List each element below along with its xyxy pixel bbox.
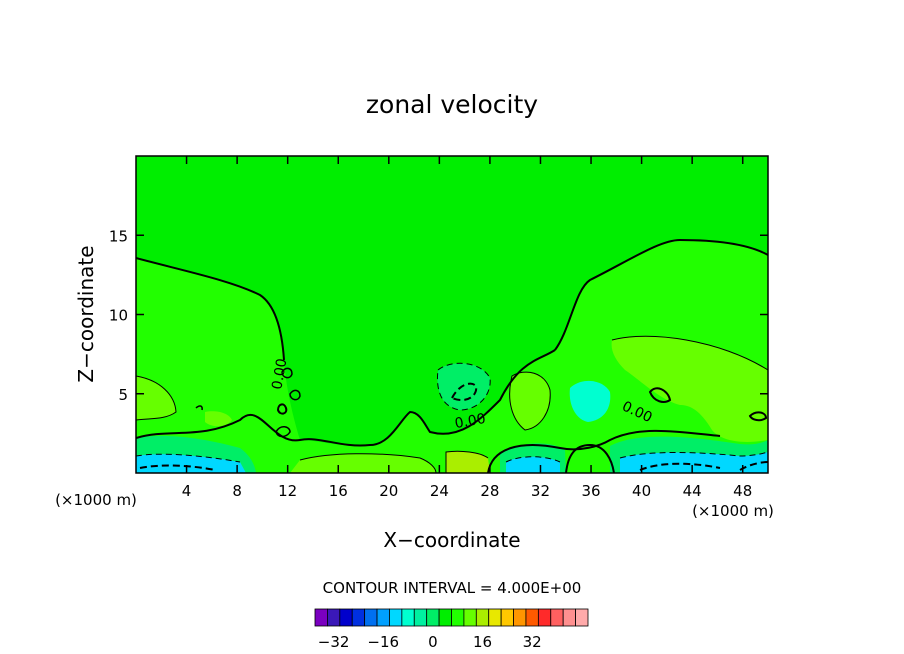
colorbar-swatch bbox=[376, 608, 390, 627]
contour-zero-loop-small bbox=[276, 403, 288, 415]
chart-title: zonal velocity bbox=[366, 90, 538, 119]
x-tick-label: 28 bbox=[480, 482, 499, 500]
contour-zero-eddy bbox=[565, 443, 615, 473]
contour-zero-right bbox=[554, 238, 768, 351]
contour-positive-bottom bbox=[299, 453, 437, 473]
colorbar-swatch bbox=[488, 608, 502, 627]
x-tick-label: 8 bbox=[232, 482, 242, 500]
colorbar-swatch bbox=[562, 608, 576, 627]
colorbar-swatch bbox=[401, 608, 415, 627]
colorbar-swatch bbox=[389, 608, 403, 627]
colorbar-swatch bbox=[550, 608, 564, 627]
contour-negative-left bbox=[136, 453, 241, 463]
colorbar: −32 −16 0 16 32 bbox=[314, 608, 589, 651]
region-negative-bottom-right-deep bbox=[620, 452, 768, 473]
region-negative-eddy2 bbox=[569, 380, 611, 422]
y-tick-label: 10 bbox=[109, 307, 128, 325]
colorbar-swatch bbox=[537, 608, 552, 627]
region-positive-main bbox=[136, 240, 768, 473]
contour-label: 0.00 bbox=[454, 411, 487, 432]
contour-negative-eddy1 bbox=[436, 362, 491, 411]
x-tick-label: 36 bbox=[581, 482, 600, 500]
contour-positive-center bbox=[509, 371, 551, 431]
x-units-left: (×1000 m) bbox=[55, 491, 137, 509]
region-positive-right bbox=[611, 336, 768, 442]
x-tick-label: 20 bbox=[379, 482, 398, 500]
x-axis-label: X−coordinate bbox=[383, 528, 520, 552]
region-positive-bottom-left bbox=[290, 453, 436, 473]
y-axis: 5 10 15 bbox=[109, 227, 768, 404]
contour-negative-mid bbox=[505, 456, 561, 463]
y-tick-label: 5 bbox=[118, 386, 128, 404]
contour-zero-loop-far-right bbox=[748, 411, 768, 422]
contour-zero-main bbox=[136, 257, 285, 361]
x-axis: 4 8 12 16 20 24 28 32 36 40 44 48 bbox=[182, 156, 752, 500]
colorbar-swatch bbox=[575, 608, 589, 627]
contour-positive-left bbox=[136, 375, 177, 421]
colorbar-swatch bbox=[451, 608, 465, 627]
x-tick-label: 40 bbox=[632, 482, 651, 500]
x-tick-label: 12 bbox=[278, 482, 297, 500]
region-positive-bottom-mid bbox=[446, 451, 490, 473]
y-axis-label: Z−coordinate bbox=[74, 245, 98, 382]
colorbar-swatch bbox=[364, 608, 378, 627]
contour-negative-right bbox=[619, 451, 768, 459]
contour-positive-right bbox=[611, 335, 768, 371]
contour-interval-text: CONTOUR INTERVAL = 4.000E+00 bbox=[323, 579, 582, 597]
x-tick-label: 16 bbox=[329, 482, 348, 500]
colorbar-tick-label: −16 bbox=[367, 633, 399, 651]
colorbar-swatch bbox=[500, 608, 514, 627]
plot-area bbox=[136, 156, 768, 473]
region-negative-bottom-mid-deep bbox=[506, 456, 560, 473]
colorbar-swatch bbox=[525, 608, 539, 627]
colorbar-swatch bbox=[351, 608, 366, 627]
colorbar-swatch bbox=[463, 608, 477, 627]
contour-small-eddies bbox=[195, 367, 301, 438]
contour-label-group: 0.000.00 0.00 bbox=[269, 357, 654, 432]
colorbar-swatch bbox=[475, 608, 490, 627]
colorbar-swatch bbox=[339, 608, 353, 627]
x-tick-label: 4 bbox=[182, 482, 192, 500]
region-positive-left-low bbox=[136, 376, 176, 420]
colorbar-swatch bbox=[327, 608, 341, 627]
x-units-right: (×1000 m) bbox=[692, 502, 774, 520]
colorbar-tick-label: 0 bbox=[428, 633, 438, 651]
y-tick-label: 15 bbox=[109, 227, 128, 245]
colorbar-tick-label: 32 bbox=[523, 633, 542, 651]
contour-zero-loop-right bbox=[648, 387, 672, 403]
region-positive-left-2 bbox=[205, 411, 232, 427]
x-tick-label: 24 bbox=[430, 482, 449, 500]
x-tick-label: 48 bbox=[733, 482, 752, 500]
colorbar-swatch bbox=[513, 608, 527, 627]
colorbar-swatch bbox=[413, 608, 428, 627]
contour-zero-low bbox=[136, 349, 556, 447]
colorbar-swatch bbox=[314, 608, 328, 627]
x-tick-label: 44 bbox=[683, 482, 702, 500]
colorbar-swatch bbox=[438, 608, 452, 627]
colorbar-swatch bbox=[426, 608, 440, 627]
colorbar-tick-label: −32 bbox=[318, 633, 350, 651]
region-positive-center bbox=[509, 372, 551, 430]
region-negative-eddy1 bbox=[437, 363, 491, 410]
colorbar-tick-label: 16 bbox=[473, 633, 492, 651]
contour-zero-bottom bbox=[487, 429, 721, 473]
contour-lines bbox=[136, 238, 768, 473]
contour-label: 0.00 bbox=[269, 357, 290, 390]
x-tick-label: 32 bbox=[531, 482, 550, 500]
contour-positive-bottom-mid bbox=[445, 450, 489, 473]
contour-negative-left-deep bbox=[139, 464, 216, 471]
